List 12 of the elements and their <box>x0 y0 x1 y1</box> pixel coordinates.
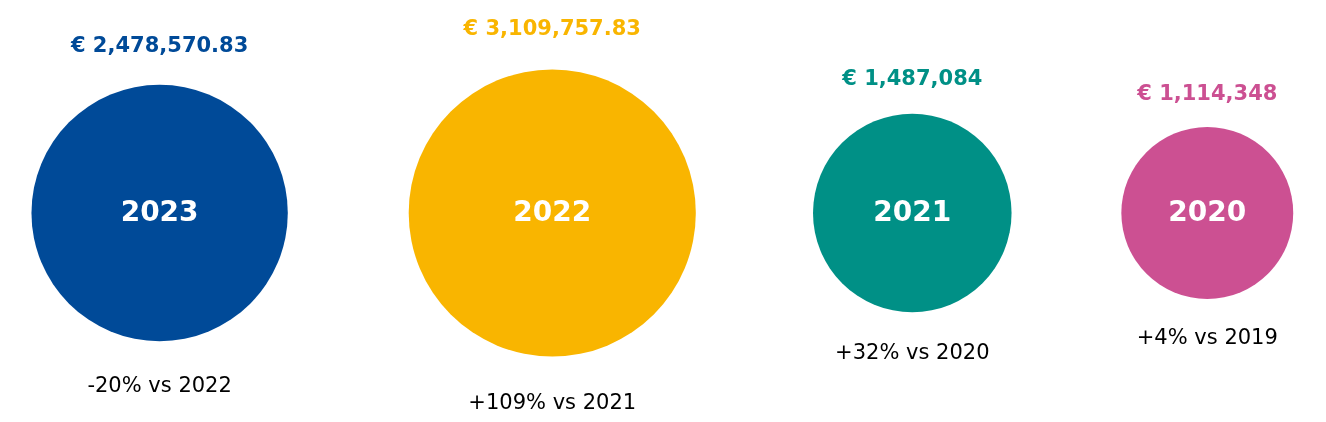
data-label: € 1,487,084 <box>841 65 983 90</box>
category-label: 2023 <box>120 195 199 228</box>
data-label: € 1,114,348 <box>1136 81 1278 106</box>
text: +4% vs 2019 <box>1136 324 1278 349</box>
text: -20% vs 2022 <box>87 372 232 397</box>
data-label: € 3,109,757.83 <box>462 16 641 40</box>
text: +109% vs 2021 <box>468 390 637 414</box>
category-label: 2021 <box>873 195 952 228</box>
category-label: 2022 <box>513 195 592 228</box>
category-label: 2020 <box>1168 195 1247 228</box>
data-label: € 2,478,570.83 <box>69 33 249 58</box>
text: +32% vs 2020 <box>835 340 990 365</box>
